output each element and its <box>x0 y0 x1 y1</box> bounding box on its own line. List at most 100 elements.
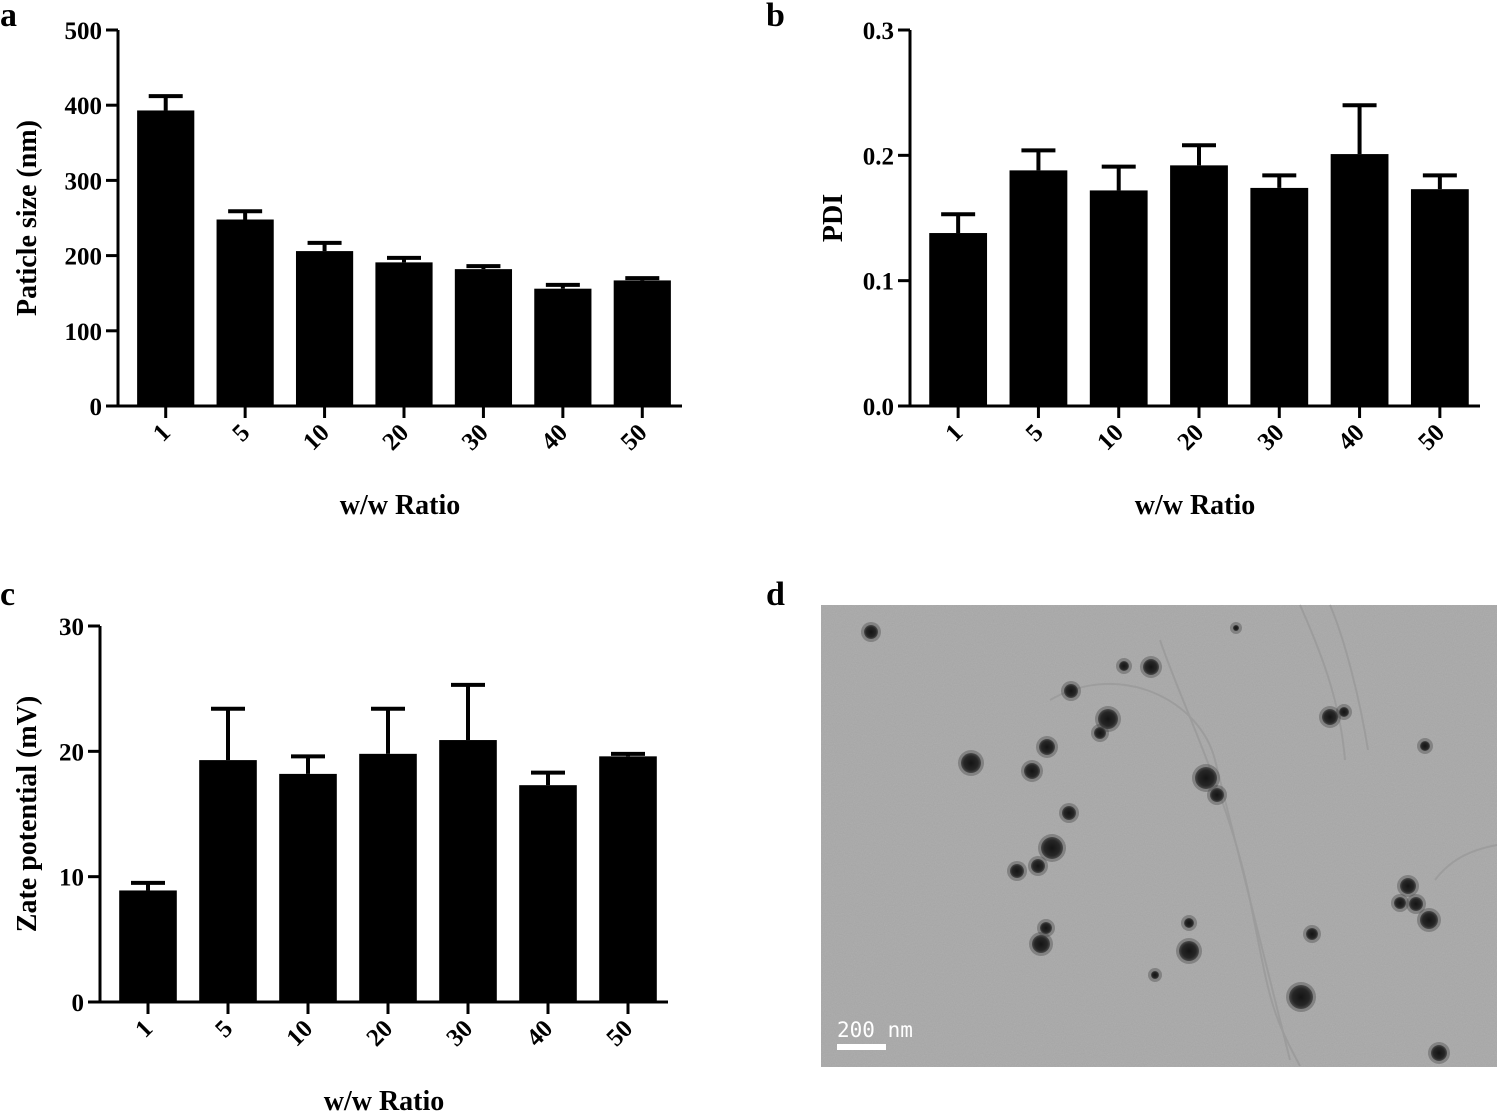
chart-a-x-tick-label: 30 <box>457 419 494 456</box>
chart-a-bar <box>613 280 671 406</box>
chart-a-y-tick-label: 100 <box>65 319 103 346</box>
particle <box>864 625 878 639</box>
chart-a-y-tick-label: 500 <box>65 18 103 45</box>
chart-c-y-axis-title: Zate potential (mV) <box>12 696 43 932</box>
chart-c-y-tick-label: 0 <box>72 990 85 1017</box>
particle <box>1062 806 1076 820</box>
chart-a-bar <box>295 251 354 406</box>
particle <box>1119 661 1129 671</box>
chart-a-y-tick-label: 200 <box>65 244 103 271</box>
chart-c-x-tick-label: 5 <box>210 1015 238 1043</box>
chart-b-x-tick-label: 5 <box>1021 419 1049 447</box>
chart-a-x-axis-title: w/w Ratio <box>340 490 461 521</box>
chart-c-zeta-potential: 0 10 20 30 1 5 10 20 30 40 50 Zate potential (mV) w/… <box>12 614 668 1113</box>
chart-c-bar <box>599 756 657 1002</box>
chart-c-x-tick-label: 30 <box>441 1015 478 1052</box>
panel-b-letter: b <box>766 0 785 34</box>
particle <box>1032 935 1050 953</box>
particle <box>1024 763 1040 779</box>
chart-b-y-tick-label: 0.1 <box>863 269 894 296</box>
particle <box>1409 897 1423 911</box>
particle <box>1064 684 1078 698</box>
chart-c-y-tick-label: 20 <box>59 739 84 766</box>
chart-b-bar <box>1410 189 1469 406</box>
chart-a-bar <box>137 110 195 407</box>
chart-b-y-axis-title: PDI <box>818 194 849 242</box>
chart-b-pdi: 0.0 0.1 0.2 0.3 1 5 10 20 30 40 50 PDI w/w Ratio <box>818 18 1480 521</box>
chart-c-bar <box>199 760 257 1002</box>
particle <box>1322 709 1338 725</box>
chart-b-x-tick-label: 50 <box>1413 419 1450 456</box>
chart-b-y-tick-label: 0.0 <box>863 394 894 421</box>
particle <box>961 753 981 773</box>
chart-b-x-axis-title: w/w Ratio <box>1135 490 1256 521</box>
chart-b-bar <box>929 233 988 406</box>
chart-b-y-tick-label: 0.3 <box>863 18 894 45</box>
panel-c-letter: c <box>0 576 15 613</box>
chart-c-x-axis-title: w/w Ratio <box>324 1086 445 1113</box>
chart-c-x-tick-label: 10 <box>281 1015 318 1052</box>
chart-a-particle-size: 0 100 200 300 400 500 1 5 10 20 30 40 50 Paticle size… <box>12 18 682 521</box>
chart-a-bar <box>534 288 592 406</box>
particle <box>1233 625 1239 631</box>
chart-a-y-tick-label: 400 <box>65 93 103 120</box>
chart-a-x-tick-label: 20 <box>377 419 414 456</box>
chart-b-x-tick-label: 1 <box>940 419 968 447</box>
chart-c-x-tick-label: 50 <box>601 1015 638 1052</box>
chart-b-x-tick-label: 10 <box>1092 419 1129 456</box>
chart-b-bar <box>1170 165 1228 406</box>
chart-a-x-tick-label: 40 <box>536 419 573 456</box>
chart-c-bar <box>279 773 337 1002</box>
chart-b-bar <box>1250 187 1309 406</box>
chart-a-bar <box>454 269 513 406</box>
chart-b-bar <box>1330 154 1389 406</box>
panel-a-letter: a <box>0 0 17 34</box>
particle <box>1094 727 1106 739</box>
chart-c-bar <box>359 753 417 1002</box>
chart-c-x-tick-label: 20 <box>361 1015 398 1052</box>
tem-micrograph: 200 nm <box>821 604 1497 1067</box>
particle <box>1041 837 1063 859</box>
particle <box>1339 707 1349 717</box>
nanoparticles <box>861 622 1450 1064</box>
particle <box>1420 741 1430 751</box>
particle <box>1179 941 1199 961</box>
particle <box>1151 971 1159 979</box>
chart-c-x-tick-label: 40 <box>521 1015 558 1052</box>
chart-c-y-tick-label: 30 <box>59 614 84 641</box>
chart-a-bar <box>375 262 433 406</box>
particle <box>1289 985 1313 1009</box>
panel-d-letter: d <box>766 576 785 613</box>
chart-b-x-tick-label: 20 <box>1172 419 1209 456</box>
particle <box>1306 928 1318 940</box>
chart-a-x-tick-label: 50 <box>616 419 653 456</box>
chart-a-x-tick-label: 5 <box>227 419 255 447</box>
particle <box>1040 922 1052 934</box>
chart-c-bar <box>439 740 497 1002</box>
particle <box>1184 918 1194 928</box>
chart-c-bar <box>519 785 577 1002</box>
particle <box>1098 709 1118 729</box>
chart-b-bar <box>1089 190 1148 406</box>
chart-a-y-axis-title: Paticle size (nm) <box>12 120 43 316</box>
chart-c-x-tick-label: 1 <box>130 1015 158 1043</box>
scale-bar <box>837 1044 886 1050</box>
particle <box>1210 788 1224 802</box>
chart-b-y-tick-label: 0.2 <box>863 143 894 170</box>
chart-c-y-tick-label: 10 <box>59 865 84 892</box>
particle <box>1143 659 1159 675</box>
chart-a-bar <box>216 219 274 406</box>
particle <box>1031 859 1045 873</box>
particle <box>1010 864 1024 878</box>
scale-bar-label: 200 nm <box>837 1018 913 1042</box>
particle <box>1039 739 1055 755</box>
particle <box>1394 897 1406 909</box>
chart-b-bar <box>1009 170 1068 406</box>
chart-c-bar <box>119 890 177 1002</box>
particle <box>1431 1045 1447 1061</box>
chart-b-x-tick-label: 40 <box>1333 419 1370 456</box>
particle <box>1420 911 1438 929</box>
chart-a-y-tick-label: 300 <box>65 168 103 195</box>
particle <box>1195 767 1217 789</box>
chart-a-x-tick-label: 1 <box>148 419 176 447</box>
